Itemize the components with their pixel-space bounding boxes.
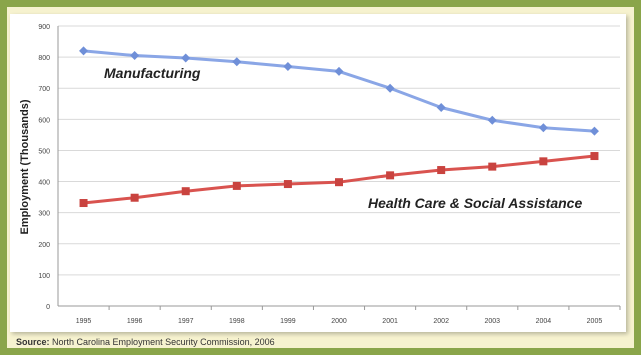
data-point (539, 157, 547, 165)
data-point (335, 178, 343, 186)
x-tick-label: 2005 (587, 318, 603, 325)
y-tick-label: 100 (38, 273, 50, 280)
data-point (233, 182, 241, 190)
y-tick-label: 500 (38, 148, 50, 155)
data-point (79, 46, 88, 55)
data-point (181, 54, 190, 63)
series-label-manufacturing: Manufacturing (104, 65, 201, 81)
source-label: Source: (16, 337, 50, 347)
x-tick-labels: 1995 1996 1997 1998 1999 2000 2001 2002 2003 2004… (76, 318, 603, 325)
data-point (488, 163, 496, 171)
data-point (232, 57, 241, 66)
data-point (386, 84, 395, 93)
x-tick-label: 1997 (178, 318, 194, 325)
series-label-health-care: Health Care & Social Assistance (368, 195, 582, 211)
data-point (131, 194, 139, 202)
data-point (590, 152, 598, 160)
data-point (130, 51, 139, 60)
y-tick-label: 0 (46, 304, 50, 311)
y-tick-label: 800 (38, 55, 50, 62)
y-tick-label: 200 (38, 242, 50, 249)
x-tick-label: 2002 (433, 318, 449, 325)
source-note: Source: North Carolina Employment Securi… (16, 337, 275, 347)
data-point (283, 62, 292, 71)
data-point (182, 187, 190, 195)
data-point (80, 199, 88, 207)
data-point (590, 127, 599, 136)
x-tick-label: 1995 (76, 318, 92, 325)
y-tick-label: 300 (38, 211, 50, 218)
x-tick-label: 1998 (229, 318, 245, 325)
y-axis-label: Employment (Thousands) (19, 99, 31, 234)
source-text: North Carolina Employment Security Commi… (52, 337, 275, 347)
data-point (284, 180, 292, 188)
y-tick-label: 400 (38, 180, 50, 187)
data-point (437, 166, 445, 174)
x-tick-label: 1999 (280, 318, 296, 325)
x-tick-label: 2003 (484, 318, 500, 325)
data-point (539, 123, 548, 132)
x-tick-label: 2000 (331, 318, 347, 325)
y-tick-labels: 0 100 200 300 400 500 600 700 800 900 (38, 24, 50, 311)
data-point (386, 171, 394, 179)
y-tick-label: 600 (38, 117, 50, 124)
y-tick-label: 700 (38, 86, 50, 93)
x-tick-label: 1996 (127, 318, 143, 325)
x-tick-label: 2001 (382, 318, 398, 325)
data-point (335, 67, 344, 76)
data-point (488, 116, 497, 125)
data-point (437, 103, 446, 112)
y-tick-label: 900 (38, 24, 50, 31)
x-tick-label: 2004 (536, 318, 552, 325)
